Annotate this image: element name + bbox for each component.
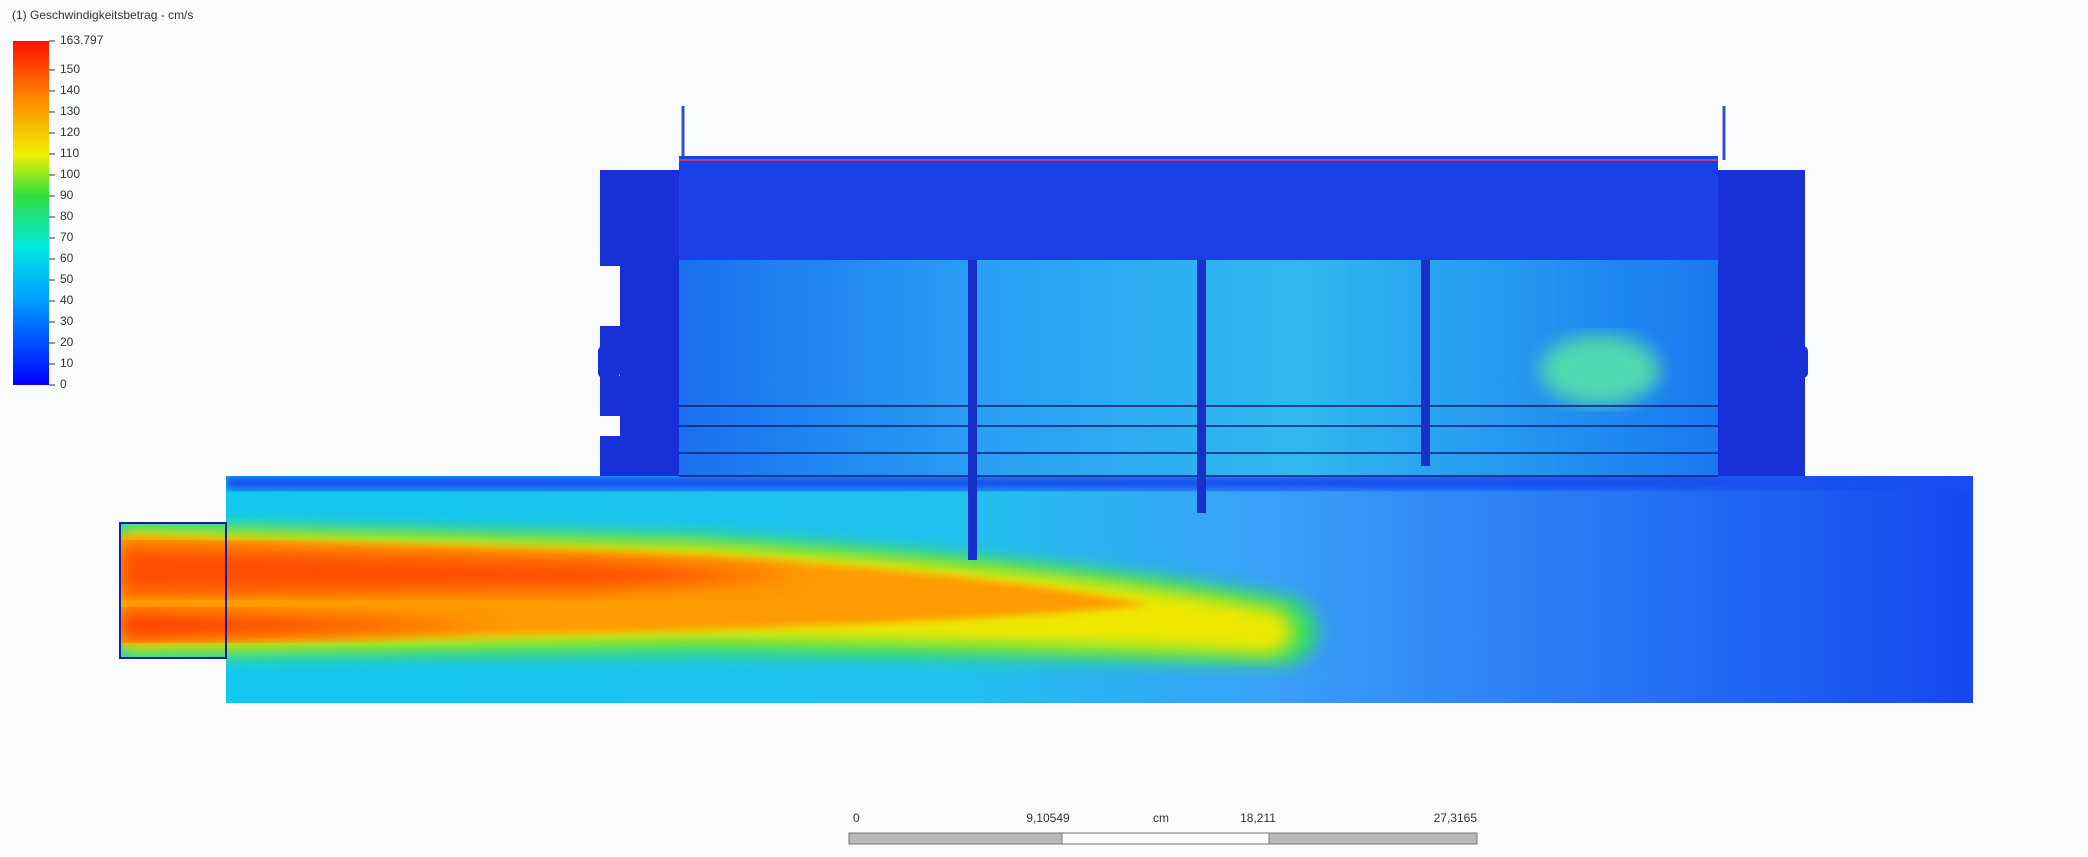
- right-knob: [1786, 346, 1808, 378]
- baffle: [1197, 260, 1206, 513]
- right-flange: [1718, 170, 1805, 476]
- legend-label: 40: [60, 293, 74, 307]
- legend-label: 70: [60, 230, 74, 244]
- baffle: [968, 260, 977, 560]
- legend-label: 80: [60, 209, 74, 223]
- legend: (1) Geschwindigkeitsbetrag - cm/s 163.79…: [12, 8, 193, 391]
- top-band: [679, 156, 1718, 260]
- legend-label: 90: [60, 188, 74, 202]
- scale-label: 18,211: [1240, 811, 1276, 825]
- legend-label: 20: [60, 335, 74, 349]
- wall-layer: [226, 476, 1973, 490]
- legend-label: 50: [60, 272, 74, 286]
- scale-segment: [849, 833, 1062, 844]
- scale-label: 27,3165: [1434, 811, 1478, 825]
- legend-label: 0: [60, 377, 67, 391]
- scale-segment: [1062, 833, 1269, 844]
- legend-label: 100: [60, 167, 80, 181]
- scale-label: cm: [1153, 811, 1169, 825]
- scale-label: 9,10549: [1026, 811, 1070, 825]
- legend-label: 10: [60, 356, 74, 370]
- scale-bar: 0 9,10549 cm 18,211 27,3165: [849, 811, 1477, 844]
- left-knob: [598, 346, 620, 378]
- legend-label: 30: [60, 314, 74, 328]
- legend-label: 120: [60, 125, 80, 139]
- cfd-view: (1) Geschwindigkeitsbetrag - cm/s 163.79…: [0, 0, 2088, 857]
- legend-title: (1) Geschwindigkeitsbetrag - cm/s: [12, 8, 193, 22]
- legend-label: 150: [60, 62, 80, 76]
- legend-label: 110: [60, 146, 79, 160]
- color-bar: [13, 41, 49, 385]
- legend-label: 140: [60, 83, 80, 97]
- legend-label: 163.797: [60, 33, 104, 47]
- geometry: [120, 106, 1973, 703]
- left-flange: [600, 170, 679, 476]
- baffle: [1421, 260, 1430, 466]
- legend-label: 60: [60, 251, 74, 265]
- scale-segment: [1269, 833, 1477, 844]
- legend-label: 130: [60, 104, 80, 118]
- upper-eddy: [1540, 335, 1660, 405]
- scale-label: 0: [853, 811, 860, 825]
